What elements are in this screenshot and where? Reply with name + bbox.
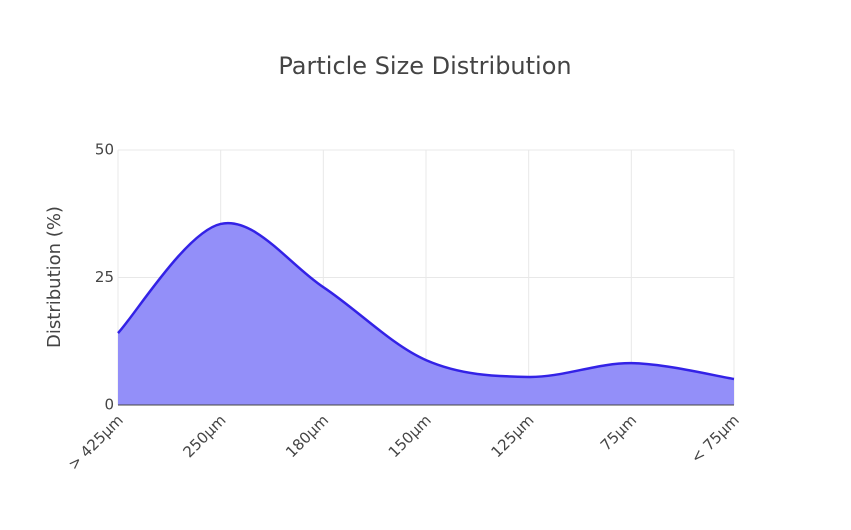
y-tick-label: 0 xyxy=(104,396,114,414)
y-tick-label: 50 xyxy=(95,141,114,159)
x-tick-label: 250µm xyxy=(179,411,229,461)
y-axis-title: Distribution (%) xyxy=(44,206,65,348)
x-tick-label: > 425µm xyxy=(65,411,127,473)
area-line xyxy=(117,221,735,381)
chart-title: Particle Size Distribution xyxy=(278,52,571,80)
x-tick-label: 150µm xyxy=(385,411,435,461)
y-tick-label: 25 xyxy=(95,268,114,286)
area-fill xyxy=(118,223,734,405)
x-tick-label: 125µm xyxy=(487,411,537,461)
x-tick-label: 180µm xyxy=(282,411,332,461)
x-tick-label: < 75µm xyxy=(687,411,743,467)
x-tick-label: 75µm xyxy=(597,411,640,454)
